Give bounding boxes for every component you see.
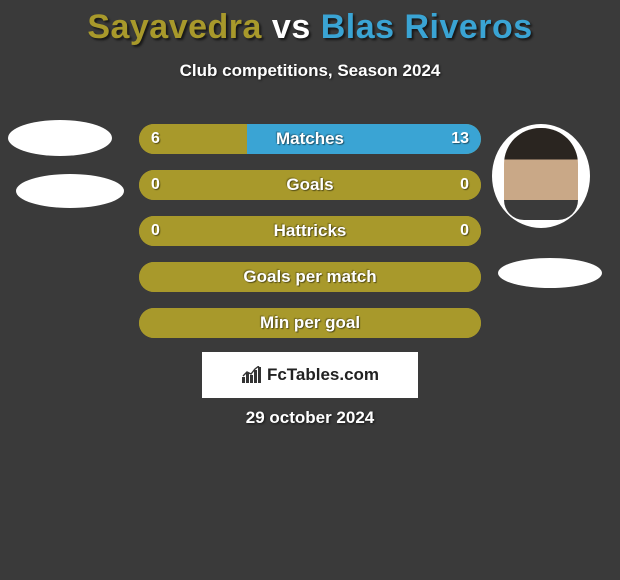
date-text: 29 october 2024 — [0, 408, 620, 428]
stat-bar: Goals per match — [139, 262, 481, 292]
subtitle: Club competitions, Season 2024 — [0, 61, 620, 81]
player2-name: Blas Riveros — [321, 8, 533, 46]
player1-name: Sayavedra — [87, 8, 262, 46]
brand-box[interactable]: FcTables.com — [202, 352, 418, 398]
player1-avatar-placeholder-1 — [8, 120, 112, 156]
vs-word: vs — [272, 8, 311, 46]
bar-chart-icon — [241, 366, 263, 384]
stat-bar: Min per goal — [139, 308, 481, 338]
stat-label: Goals per match — [139, 262, 481, 292]
stat-bar: 00Goals — [139, 170, 481, 200]
stat-label: Goals — [139, 170, 481, 200]
stat-bar: 613Matches — [139, 124, 481, 154]
comparison-title: Sayavedra vs Blas Riveros — [0, 0, 620, 47]
player2-avatar — [492, 124, 590, 228]
player2-avatar-face — [504, 128, 578, 220]
stat-label: Hattricks — [139, 216, 481, 246]
brand-text: FcTables.com — [267, 365, 379, 385]
stat-label: Matches — [139, 124, 481, 154]
stat-bar: 00Hattricks — [139, 216, 481, 246]
player2-flag-placeholder — [498, 258, 602, 288]
stat-label: Min per goal — [139, 308, 481, 338]
player1-avatar-placeholder-2 — [16, 174, 124, 208]
stat-bars: 613Matches 00Goals 00Hattricks Goals per ma… — [139, 124, 481, 354]
